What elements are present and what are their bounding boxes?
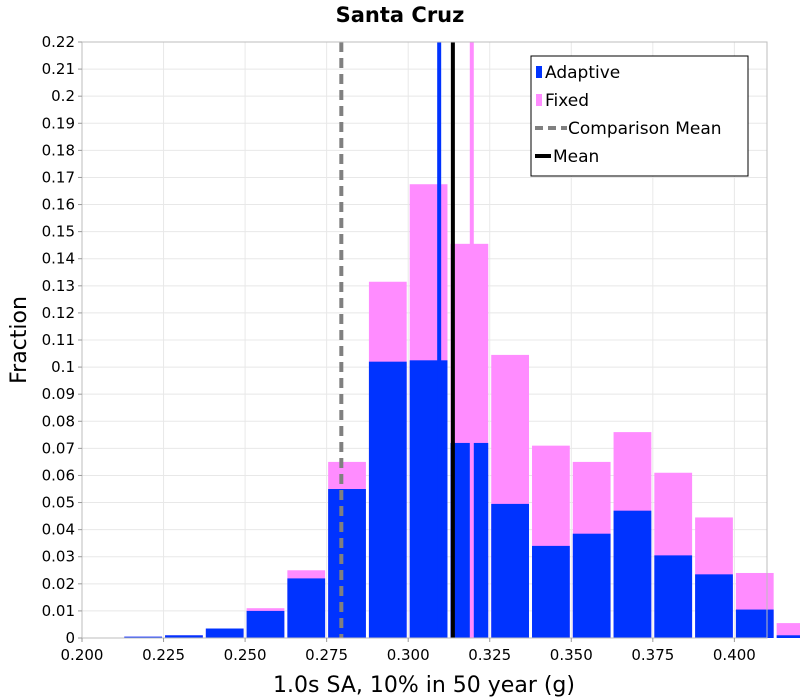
y-tick-label: 0.15 — [42, 223, 75, 241]
y-axis-label: Fraction — [7, 296, 32, 384]
legend-label-comparison-mean: Comparison Mean — [568, 119, 722, 139]
legend-label-fixed: Fixed — [545, 91, 589, 111]
chart-title: Santa Cruz — [336, 3, 465, 27]
bar-adaptive — [613, 510, 652, 638]
bar-adaptive — [450, 442, 489, 638]
y-tick-label: 0.18 — [42, 141, 75, 159]
bar-adaptive — [572, 533, 611, 638]
bar-adaptive — [205, 628, 244, 638]
x-axis-label: 1.0s SA, 10% in 50 year (g) — [273, 673, 575, 698]
x-axis-ticks: 0.200 0.225 0.250 0.275 0.300 0.325 0.350 0.375… — [61, 638, 756, 664]
y-tick-label: 0.01 — [42, 602, 75, 620]
y-tick-label: 0.1 — [51, 358, 75, 376]
y-tick-label: 0.22 — [42, 33, 75, 51]
y-tick-label: 0.16 — [42, 196, 75, 214]
y-tick-label: 0.12 — [42, 304, 75, 322]
bars — [124, 184, 800, 638]
bar-adaptive — [491, 503, 530, 638]
y-tick-label: 0.17 — [42, 168, 75, 186]
y-tick-label: 0.09 — [42, 385, 75, 403]
bar-adaptive — [409, 360, 448, 638]
bar-adaptive — [328, 489, 366, 638]
bar-adaptive — [654, 555, 693, 638]
bar-adaptive — [246, 610, 285, 638]
x-tick-label: 0.225 — [142, 646, 185, 664]
x-tick-label: 0.350 — [550, 646, 593, 664]
y-tick-label: 0.04 — [42, 521, 75, 539]
y-axis-ticks: 0 0.01 0.02 0.03 0.04 0.05 0.06 0.07 0.08 0.09 0.1… — [42, 33, 82, 647]
legend: Adaptive Fixed Comparison Mean Mean — [530, 55, 749, 177]
x-tick-label: 0.275 — [305, 646, 348, 664]
x-tick-label: 0.325 — [468, 646, 511, 664]
bar-adaptive — [165, 635, 203, 638]
x-tick-label: 0.200 — [61, 646, 104, 664]
y-tick-label: 0 — [65, 629, 75, 647]
legend-box — [530, 55, 749, 177]
y-tick-label: 0.03 — [42, 548, 75, 566]
mean-lines — [339, 42, 474, 638]
y-tick-label: 0.19 — [42, 114, 75, 132]
legend-label-mean: Mean — [553, 147, 599, 167]
x-tick-label: 0.400 — [713, 646, 756, 664]
y-tick-label: 0.2 — [51, 87, 75, 105]
bar-adaptive — [735, 609, 774, 638]
y-tick-label: 0.08 — [42, 412, 75, 430]
bar-adaptive — [124, 636, 163, 638]
bar-adaptive — [368, 361, 407, 638]
bar-adaptive — [776, 635, 800, 638]
x-tick-label: 0.375 — [631, 646, 674, 664]
legend-label-adaptive: Adaptive — [545, 63, 620, 83]
y-tick-label: 0.02 — [42, 575, 75, 593]
y-tick-label: 0.06 — [42, 466, 75, 484]
y-tick-label: 0.21 — [42, 60, 75, 78]
y-tick-label: 0.13 — [42, 277, 75, 295]
x-tick-label: 0.300 — [387, 646, 430, 664]
bar-adaptive — [287, 578, 326, 638]
y-tick-label: 0.05 — [42, 494, 75, 512]
y-tick-label: 0.11 — [42, 331, 75, 349]
y-tick-label: 0.07 — [42, 439, 75, 457]
x-tick-label: 0.250 — [224, 646, 267, 664]
bar-fixed — [776, 623, 800, 638]
bar-adaptive — [695, 574, 733, 638]
legend-swatch-adaptive — [536, 66, 542, 78]
legend-swatch-fixed — [536, 94, 542, 106]
bar-adaptive — [532, 545, 570, 638]
y-tick-label: 0.14 — [42, 250, 75, 268]
